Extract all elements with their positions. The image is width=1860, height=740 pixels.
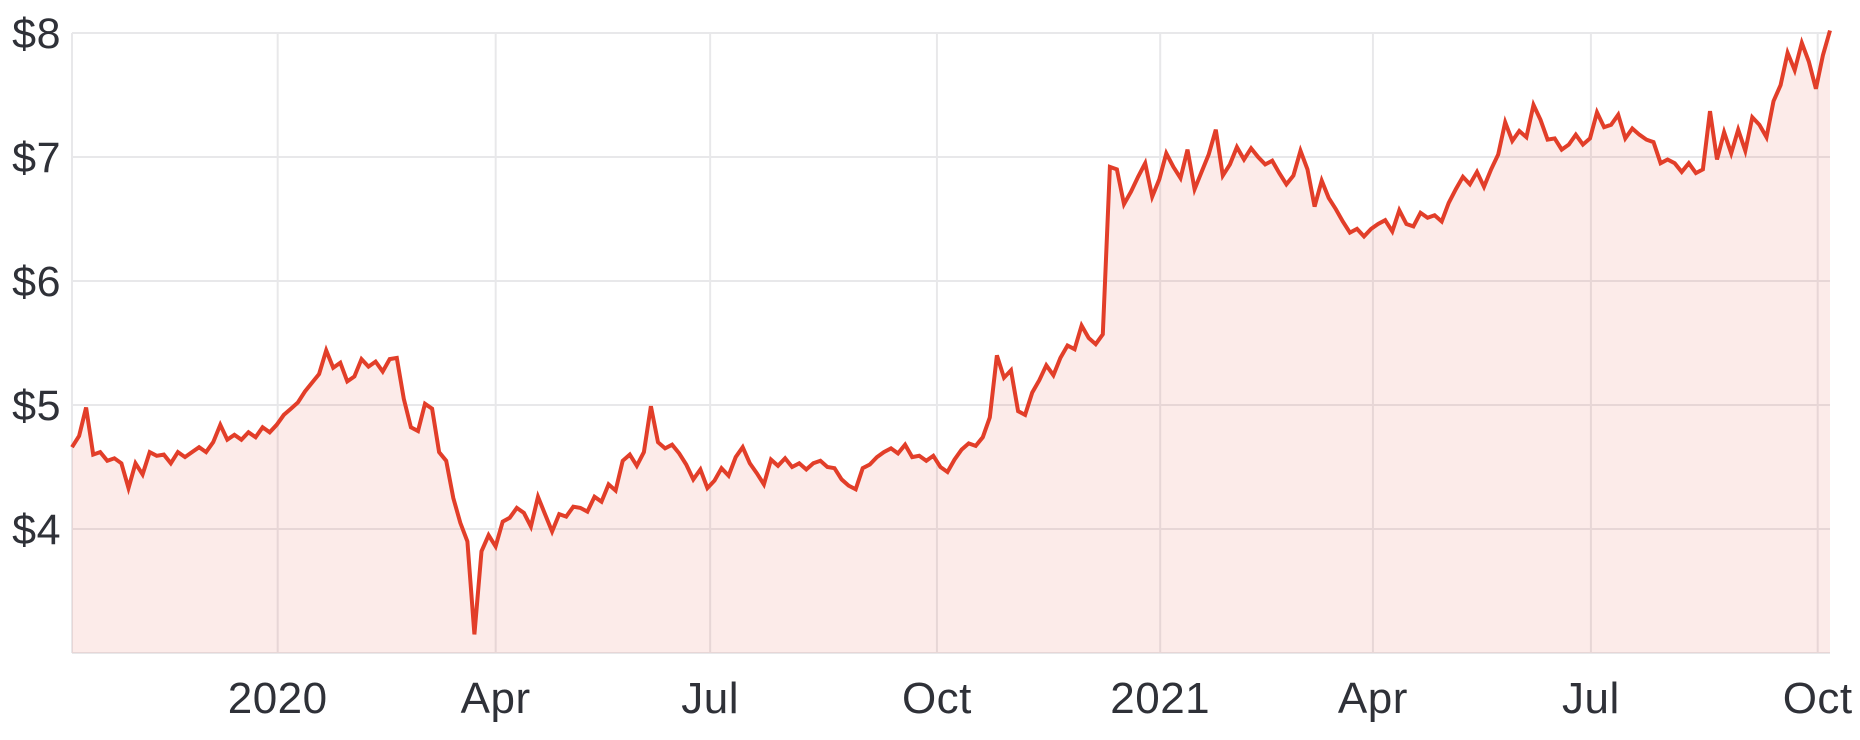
y-tick-label-4: $4 (12, 506, 61, 554)
y-tick-label-7: $7 (12, 134, 61, 182)
x-tick-label-0: 2020 (228, 674, 328, 723)
x-tick-label-7: Oct (1783, 674, 1853, 723)
y-tick-label-6: $6 (12, 258, 61, 306)
price-area-fill (72, 30, 1830, 653)
y-axis-labels: $8 $7 $6 $5 $4 (12, 10, 61, 554)
price-line (70, 29, 1832, 635)
price-line-path (70, 29, 1832, 635)
area-fill-path (72, 30, 1830, 653)
x-tick-label-4: 2021 (1110, 674, 1210, 723)
y-tick-label-5: $5 (12, 382, 61, 430)
x-tick-label-2: Jul (681, 674, 739, 723)
x-tick-label-6: Jul (1562, 674, 1620, 723)
x-axis-labels: 2020 Apr Jul Oct 2021 Apr Jul Oct (228, 674, 1853, 723)
x-tick-label-3: Oct (902, 674, 972, 723)
y-tick-label-8: $8 (12, 10, 61, 58)
x-tick-label-5: Apr (1338, 674, 1408, 723)
x-tick-label-1: Apr (461, 674, 531, 723)
